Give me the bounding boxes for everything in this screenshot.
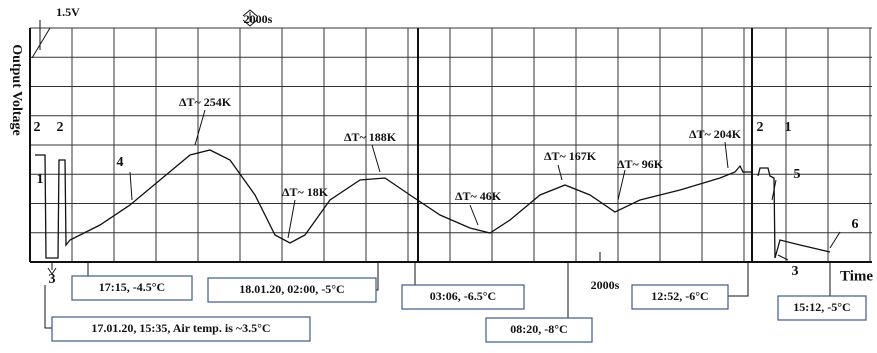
- stage-label: 5: [794, 167, 801, 182]
- time-box: [485, 317, 593, 343]
- scale-label: 2000s: [591, 278, 620, 292]
- y-axis-label: Output Voltage: [9, 44, 24, 135]
- time-box: [207, 277, 377, 303]
- stage-label: 3: [792, 264, 799, 279]
- time-box: [777, 295, 867, 321]
- stage-label: 1: [785, 120, 792, 135]
- peak-label: ΔT~ 204K: [689, 127, 742, 141]
- x-axis-label: Time: [840, 268, 873, 284]
- time-box: [51, 316, 311, 342]
- stage-label: 3: [49, 272, 56, 287]
- peak-label: ΔT~ 254K: [179, 95, 232, 109]
- stage-label: 2: [34, 120, 41, 135]
- stage-label: 1: [37, 172, 44, 187]
- time-box: [401, 284, 525, 310]
- peak-label: ΔT~ 167K: [544, 149, 597, 163]
- time-label: 17:15, -4.5°C: [99, 280, 165, 294]
- scale-label: 1.5V: [56, 5, 80, 19]
- arrows: [31, 9, 841, 329]
- time-label: 03:06, -6.5°C: [430, 289, 496, 303]
- stage-label: 4: [117, 155, 124, 170]
- stage-label: 2: [57, 120, 64, 135]
- time-label: 08:20, -8°C: [510, 322, 567, 336]
- time-label: 12:52, -6°C: [651, 289, 708, 303]
- peak-label: ΔT~ 188K: [344, 130, 397, 144]
- peak-label: ΔT~ 46K: [455, 189, 502, 203]
- peak-label: ΔT~ 96K: [617, 157, 664, 171]
- time-label: 18.01.20, 02:00, -5°C: [239, 282, 344, 296]
- time-label: 17.01.20, 15:35, Air temp. is ~3.5°C: [91, 321, 270, 335]
- stage-label: 6: [852, 217, 859, 232]
- time-box: [631, 284, 729, 310]
- trace: [35, 149, 831, 259]
- grid: [29, 27, 872, 263]
- stage-label: 2: [757, 120, 764, 135]
- time-label: 15:12, -5°C: [793, 300, 850, 314]
- peak-label: ΔT~ 18K: [282, 185, 329, 199]
- scale-label: 2000s: [244, 12, 273, 26]
- time-box: [71, 275, 193, 301]
